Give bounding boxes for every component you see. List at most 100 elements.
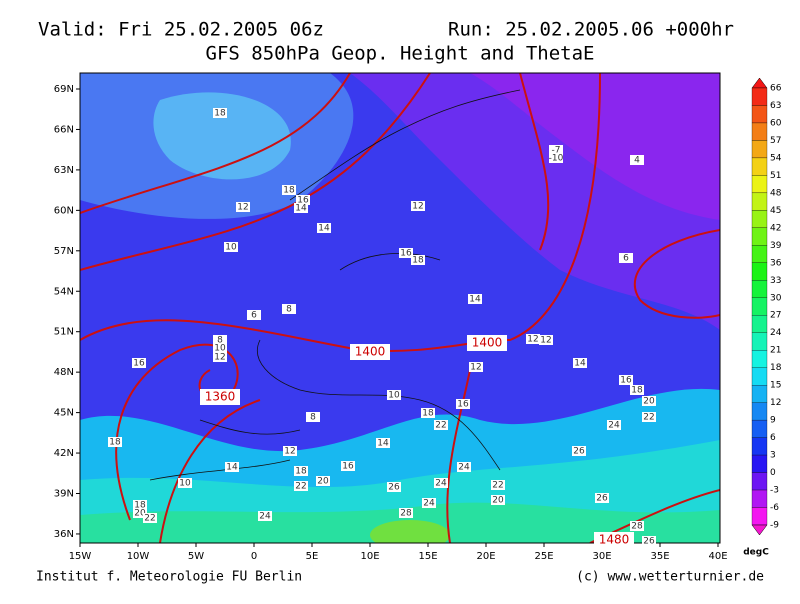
lat-label: 66N	[54, 124, 74, 135]
colorbar-label: 24	[770, 328, 782, 338]
colorbar-label: 15	[770, 381, 781, 391]
map-field	[80, 73, 720, 543]
thetae-label-box	[296, 195, 310, 205]
thetae-label: 20	[317, 477, 329, 487]
thetae-label: 10	[225, 243, 237, 253]
colorbar-cell	[751, 350, 768, 368]
thetae-label-box	[283, 446, 297, 456]
thetae-label-box	[630, 155, 644, 165]
thetae-label-box	[282, 185, 296, 195]
thetae-label: 16	[620, 376, 632, 386]
thetae-label: -7	[552, 146, 561, 156]
thetae-label: 14	[377, 439, 389, 449]
thetae-label: 4	[634, 156, 640, 166]
thetae-label-box	[306, 412, 320, 422]
thetae-label-box	[143, 513, 157, 523]
colorbar-label: 9	[770, 416, 776, 426]
lat-label: 36N	[54, 529, 74, 540]
thetae-label: 18	[412, 256, 424, 266]
colorbar-label: 60	[770, 118, 782, 128]
thetae-label: 18	[134, 501, 146, 511]
lon-label: 40E	[708, 551, 727, 562]
colorbar-label: 39	[770, 241, 782, 251]
lat-label: 42N	[54, 448, 74, 459]
thetae-label: 20	[134, 509, 146, 519]
thetae-label-box	[572, 446, 586, 456]
footer-left: Institut f. Meteorologie FU Berlin	[36, 570, 302, 585]
colorbar-cell	[751, 192, 768, 211]
colorbar-cell	[751, 262, 768, 281]
valid-time: Valid: Fri 25.02.2005 06z	[38, 19, 324, 41]
thetae-label-box	[469, 362, 483, 372]
colorbar-cell	[751, 87, 768, 106]
thetae-label: 12	[284, 447, 295, 457]
thetae-label-box	[376, 438, 390, 448]
lat-label: 48N	[54, 367, 74, 378]
thetae-label-box	[132, 358, 146, 368]
thetae-label: 16	[342, 462, 354, 472]
colorbar-label: 18	[770, 363, 782, 373]
thetae-label: 14	[295, 204, 307, 214]
thetae-label: 12	[527, 335, 538, 345]
height-label: 1360	[205, 390, 236, 404]
colorbar-cell	[751, 245, 768, 263]
colorbar-cell	[751, 157, 768, 176]
colorbar-label: 51	[770, 171, 781, 181]
thetae-label-box	[236, 202, 250, 212]
thetae-label: 8	[286, 305, 292, 315]
thetae-label-box	[630, 385, 644, 395]
thetae-label: 12	[540, 336, 551, 346]
height-label: 1480	[599, 533, 630, 547]
colorbar-cell	[751, 210, 768, 228]
colorbar-label: 12	[770, 398, 781, 408]
colorbar-cell	[751, 122, 768, 141]
thetae-label-box	[294, 203, 308, 213]
lon-label: 0	[251, 551, 257, 562]
thetae-label-box	[213, 335, 227, 345]
colorbar-cell	[751, 280, 768, 298]
colorbar-cell	[751, 227, 768, 246]
thetae-label-box	[316, 476, 330, 486]
thetae-label: 8	[217, 336, 223, 346]
thetae-label-box	[549, 145, 563, 155]
run-time: Run: 25.02.2005.06 +000hr	[448, 19, 734, 41]
thetae-label-box	[294, 481, 308, 491]
thetae-label-box	[247, 310, 261, 320]
thetae-label: 24	[259, 512, 271, 522]
colorbar-label: 66	[770, 84, 782, 94]
thetae-label: 18	[295, 467, 307, 477]
thetae-label: 26	[643, 537, 655, 547]
lon-label: 5W	[188, 551, 204, 562]
thetae-label-box	[619, 253, 633, 263]
lat-label: 54N	[54, 286, 74, 297]
thetae-label-box	[133, 500, 147, 510]
height-label: 1400	[355, 345, 386, 359]
colorbar-label: 0	[770, 468, 776, 478]
thetae-label: 22	[643, 413, 654, 423]
colorbar-cell	[751, 402, 768, 421]
colorbar-cell	[751, 315, 768, 333]
thetae-label-box	[456, 399, 470, 409]
lon-label: 25E	[534, 551, 553, 562]
thetae-label-box	[468, 294, 482, 304]
colorbar-cell	[751, 419, 768, 438]
colorbar-label: 45	[770, 206, 781, 216]
thetae-label-box	[491, 495, 505, 505]
thetae-label: 26	[388, 483, 400, 493]
colorbar-label: 33	[770, 276, 781, 286]
lon-label: 5E	[306, 551, 319, 562]
map-frame	[79, 72, 721, 544]
thetae-label: 6	[623, 254, 629, 264]
map-title: GFS 850hPa Geop. Height and ThetaE	[206, 43, 595, 65]
thetae-label: 28	[631, 522, 643, 532]
thetae-label: 16	[400, 249, 412, 259]
thetae-label-box	[213, 108, 227, 118]
thetae-label-box	[213, 343, 227, 353]
thetae-label-box	[178, 478, 192, 488]
thetae-label: 12	[214, 353, 225, 363]
lon-label: 35E	[650, 551, 669, 562]
colorbar-cell	[751, 454, 768, 473]
thetae-label: 12	[412, 202, 423, 212]
thetae-label: 18	[283, 186, 295, 196]
thetae-label-box	[434, 420, 448, 430]
